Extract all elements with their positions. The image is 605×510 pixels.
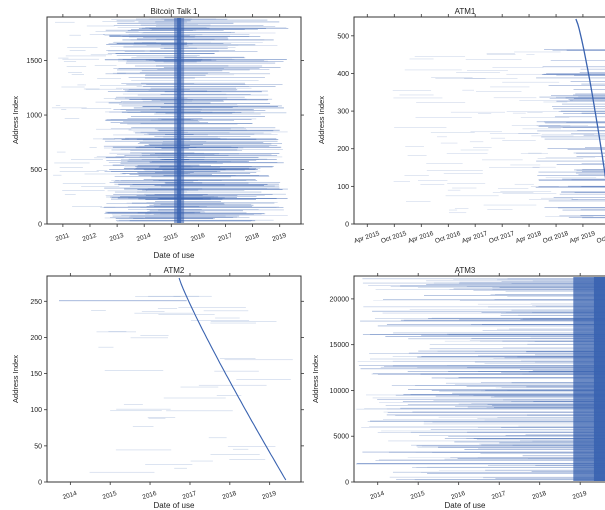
plot-frame (353, 16, 605, 225)
x-tick-label: Oct 2016 (434, 230, 462, 245)
x-tick-label: 2016 (142, 490, 158, 501)
y-tick-label: 200 (30, 335, 42, 342)
x-tick-label: 2019 (271, 232, 287, 243)
x-tick-label: 2014 (62, 490, 78, 501)
y-tick-label: 300 (337, 109, 349, 116)
y-tick-label: 150 (30, 371, 42, 378)
panel-atm3: ATM3 2014 2015 2016 2017 2018 2019 0 5000 10000 1… (311, 266, 605, 510)
y-tick-label: 500 (30, 167, 42, 174)
y-tick-label: 0 (38, 222, 42, 229)
y-tick-label: 500 (337, 33, 349, 40)
x-tick-label: 2015 (102, 490, 118, 501)
x-tick-label: 2018 (531, 490, 547, 501)
x-tick-label: 2017 (491, 490, 507, 501)
y-tick-label: 1500 (26, 58, 42, 65)
y-axis-label: Address Index (11, 355, 20, 403)
data-point (575, 18, 605, 179)
x-tick-label: Oct 2015 (380, 230, 408, 245)
data-point (178, 277, 287, 481)
panel-title: Bitcoin Talk 1 (151, 7, 199, 16)
x-tick-label: 2011 (55, 232, 71, 243)
y-tick-label: 10000 (330, 388, 350, 395)
panel-atm1: ATM1 Apr 2015 Oct 2015 Apr 2016 Oct 2016 Apr… (317, 7, 605, 245)
y-tick-label: 20000 (330, 296, 350, 303)
data-point (593, 277, 605, 481)
y-axis-label: Address Index (11, 96, 20, 144)
panel-title: ATM2 (164, 266, 185, 275)
x-tick-label: Apr 2015 (353, 230, 381, 245)
data-point (177, 18, 182, 223)
panel-bitcoin-talk-1: Bitcoin Talk 1 2011 2012 2013 2014 2015 2016 2… (11, 7, 304, 260)
x-tick-label: 2013 (109, 232, 125, 243)
y-tick-label: 400 (337, 71, 349, 78)
x-tick-label: 2016 (450, 490, 466, 501)
y-tick-label: 0 (38, 480, 42, 487)
panel-atm2: ATM2 2014 2015 2016 2017 2018 2019 0 50 100 150 20… (11, 266, 304, 510)
y-tick-label: 100 (337, 184, 349, 191)
x-axis-label: Date of use (154, 501, 195, 510)
y-tick-label: 0 (345, 480, 349, 487)
y-tick-label: 200 (337, 146, 349, 153)
y-tick-label: 15000 (330, 342, 350, 349)
x-tick-label: Apr 2018 (515, 230, 543, 245)
x-tick-label: 2014 (136, 232, 152, 243)
plot-frame (46, 16, 302, 225)
x-tick-label: 2018 (221, 490, 237, 501)
y-tick-label: 250 (30, 299, 42, 306)
y-tick-label: 5000 (333, 434, 349, 441)
x-tick-label: 2019 (261, 490, 277, 501)
y-axis-label: Address Index (311, 355, 320, 403)
y-axis-label: Address Index (317, 96, 326, 144)
plot-frame (46, 275, 302, 483)
x-tick-label: Apr 2017 (461, 230, 489, 245)
x-tick-label: 2012 (82, 232, 98, 243)
x-axis-label: Date of use (445, 501, 486, 510)
x-axis-label: Date of use (154, 251, 195, 260)
x-tick-label: 2014 (369, 490, 385, 501)
x-tick-label: 2015 (410, 490, 426, 501)
x-tick-label: 2016 (190, 232, 206, 243)
x-tick-label: 2017 (217, 232, 233, 243)
panel-title: ATM3 (455, 266, 476, 275)
x-tick-label: 2015 (163, 232, 179, 243)
panel-title: ATM1 (455, 7, 476, 16)
x-tick-label: Oct 2017 (488, 230, 516, 245)
x-tick-label: 2018 (244, 232, 260, 243)
x-tick-label: 2017 (182, 490, 198, 501)
y-tick-label: 50 (34, 443, 42, 450)
plot-frame (353, 275, 605, 483)
x-tick-label: Oct 2019 (596, 230, 605, 245)
y-tick-label: 0 (345, 222, 349, 229)
x-tick-label: Apr 2016 (407, 230, 435, 245)
x-tick-label: Oct 2018 (542, 230, 570, 245)
x-tick-label: Apr 2019 (569, 230, 597, 245)
y-tick-label: 1000 (26, 113, 42, 120)
x-tick-label: 2019 (572, 490, 588, 501)
y-tick-label: 100 (30, 407, 42, 414)
